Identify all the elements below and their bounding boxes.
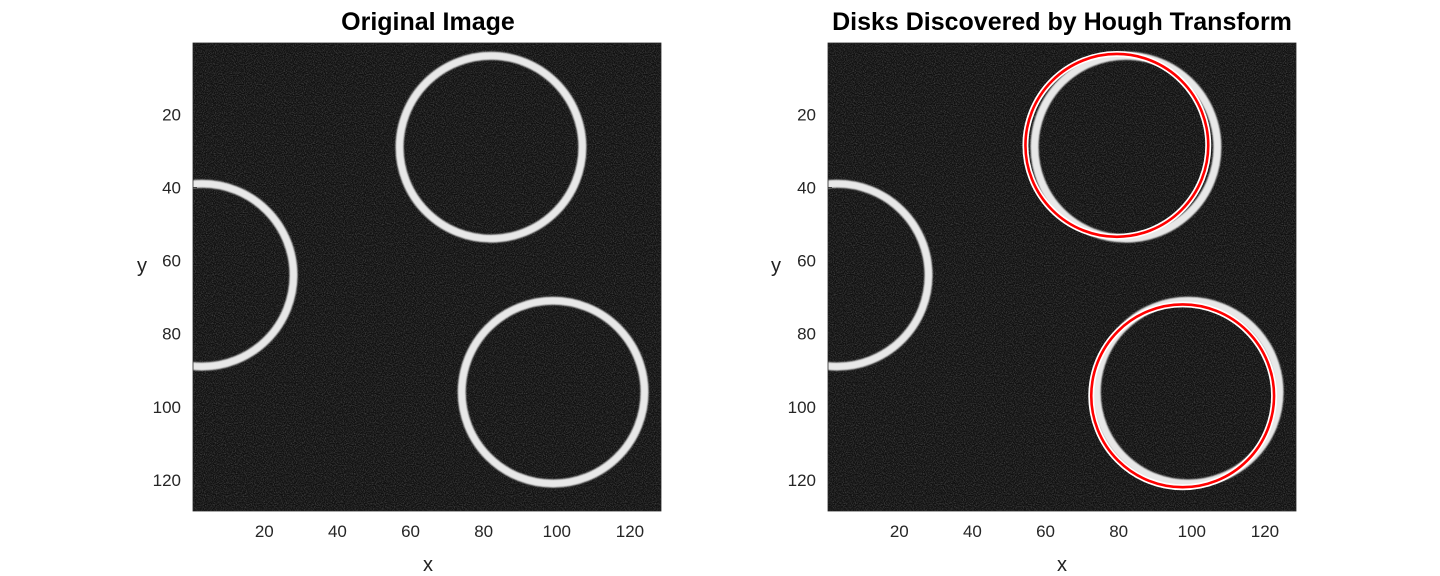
detected-circle: [1089, 303, 1276, 489]
x-tick-label: 20: [255, 522, 274, 541]
y-tick-label: 80: [162, 325, 181, 344]
image-noise: [828, 43, 1296, 511]
x-tick-label: 80: [474, 522, 493, 541]
y-tick-label: 80: [797, 325, 816, 344]
x-tick-label: 60: [401, 522, 420, 541]
panel-hough: Disks Discovered by Hough Transform 20 40…: [771, 8, 1297, 576]
x-tick-label: 100: [543, 522, 571, 541]
image-area: [193, 43, 661, 511]
y-tick-label: 20: [797, 105, 816, 124]
axes-box: [827, 42, 1297, 512]
x-tick-label: 20: [890, 522, 909, 541]
y-tick-label: 100: [788, 398, 816, 417]
y-tick-label: 120: [788, 471, 816, 490]
x-tick-label: 100: [1178, 522, 1206, 541]
ring: [193, 179, 298, 371]
y-tick-label: 120: [153, 471, 181, 490]
x-axis-label: x: [423, 554, 433, 576]
x-tick-label: 40: [963, 522, 982, 541]
y-tick-label: 100: [153, 398, 181, 417]
y-tick-label: 60: [797, 252, 816, 271]
detected-circle: [1024, 52, 1210, 239]
panel-title: Original Image: [341, 8, 515, 36]
x-tick-label: 120: [616, 522, 644, 541]
panel-original: Original Image 20 40 60 80 100 120 20 40 60 80 100…: [137, 8, 662, 576]
ring: [828, 179, 933, 371]
ring: [1092, 296, 1284, 488]
image-area: [828, 43, 1296, 511]
y-tick-label: 20: [162, 105, 181, 124]
ring: [395, 51, 587, 243]
x-tick-label: 40: [328, 522, 347, 541]
axes-box: [192, 42, 662, 512]
x-tick-label: 60: [1036, 522, 1055, 541]
y-tick-label: 40: [797, 178, 816, 197]
y-tick-label: 40: [162, 178, 181, 197]
x-tick-label: 80: [1109, 522, 1128, 541]
y-tick-label: 60: [162, 252, 181, 271]
axes: 20 40 60 80 100 120 20 40 60 80 100 120: [153, 42, 662, 541]
axes: 20 40 60 80 100 120 20 40 60 80 100 120: [788, 42, 1297, 541]
y-axis-label: y: [137, 255, 147, 277]
x-tick-label: 120: [1251, 522, 1279, 541]
y-axis-label: y: [771, 255, 781, 277]
image-noise: [193, 43, 661, 511]
x-axis-label: x: [1057, 554, 1067, 576]
panel-title: Disks Discovered by Hough Transform: [832, 8, 1292, 36]
ring: [457, 296, 649, 488]
